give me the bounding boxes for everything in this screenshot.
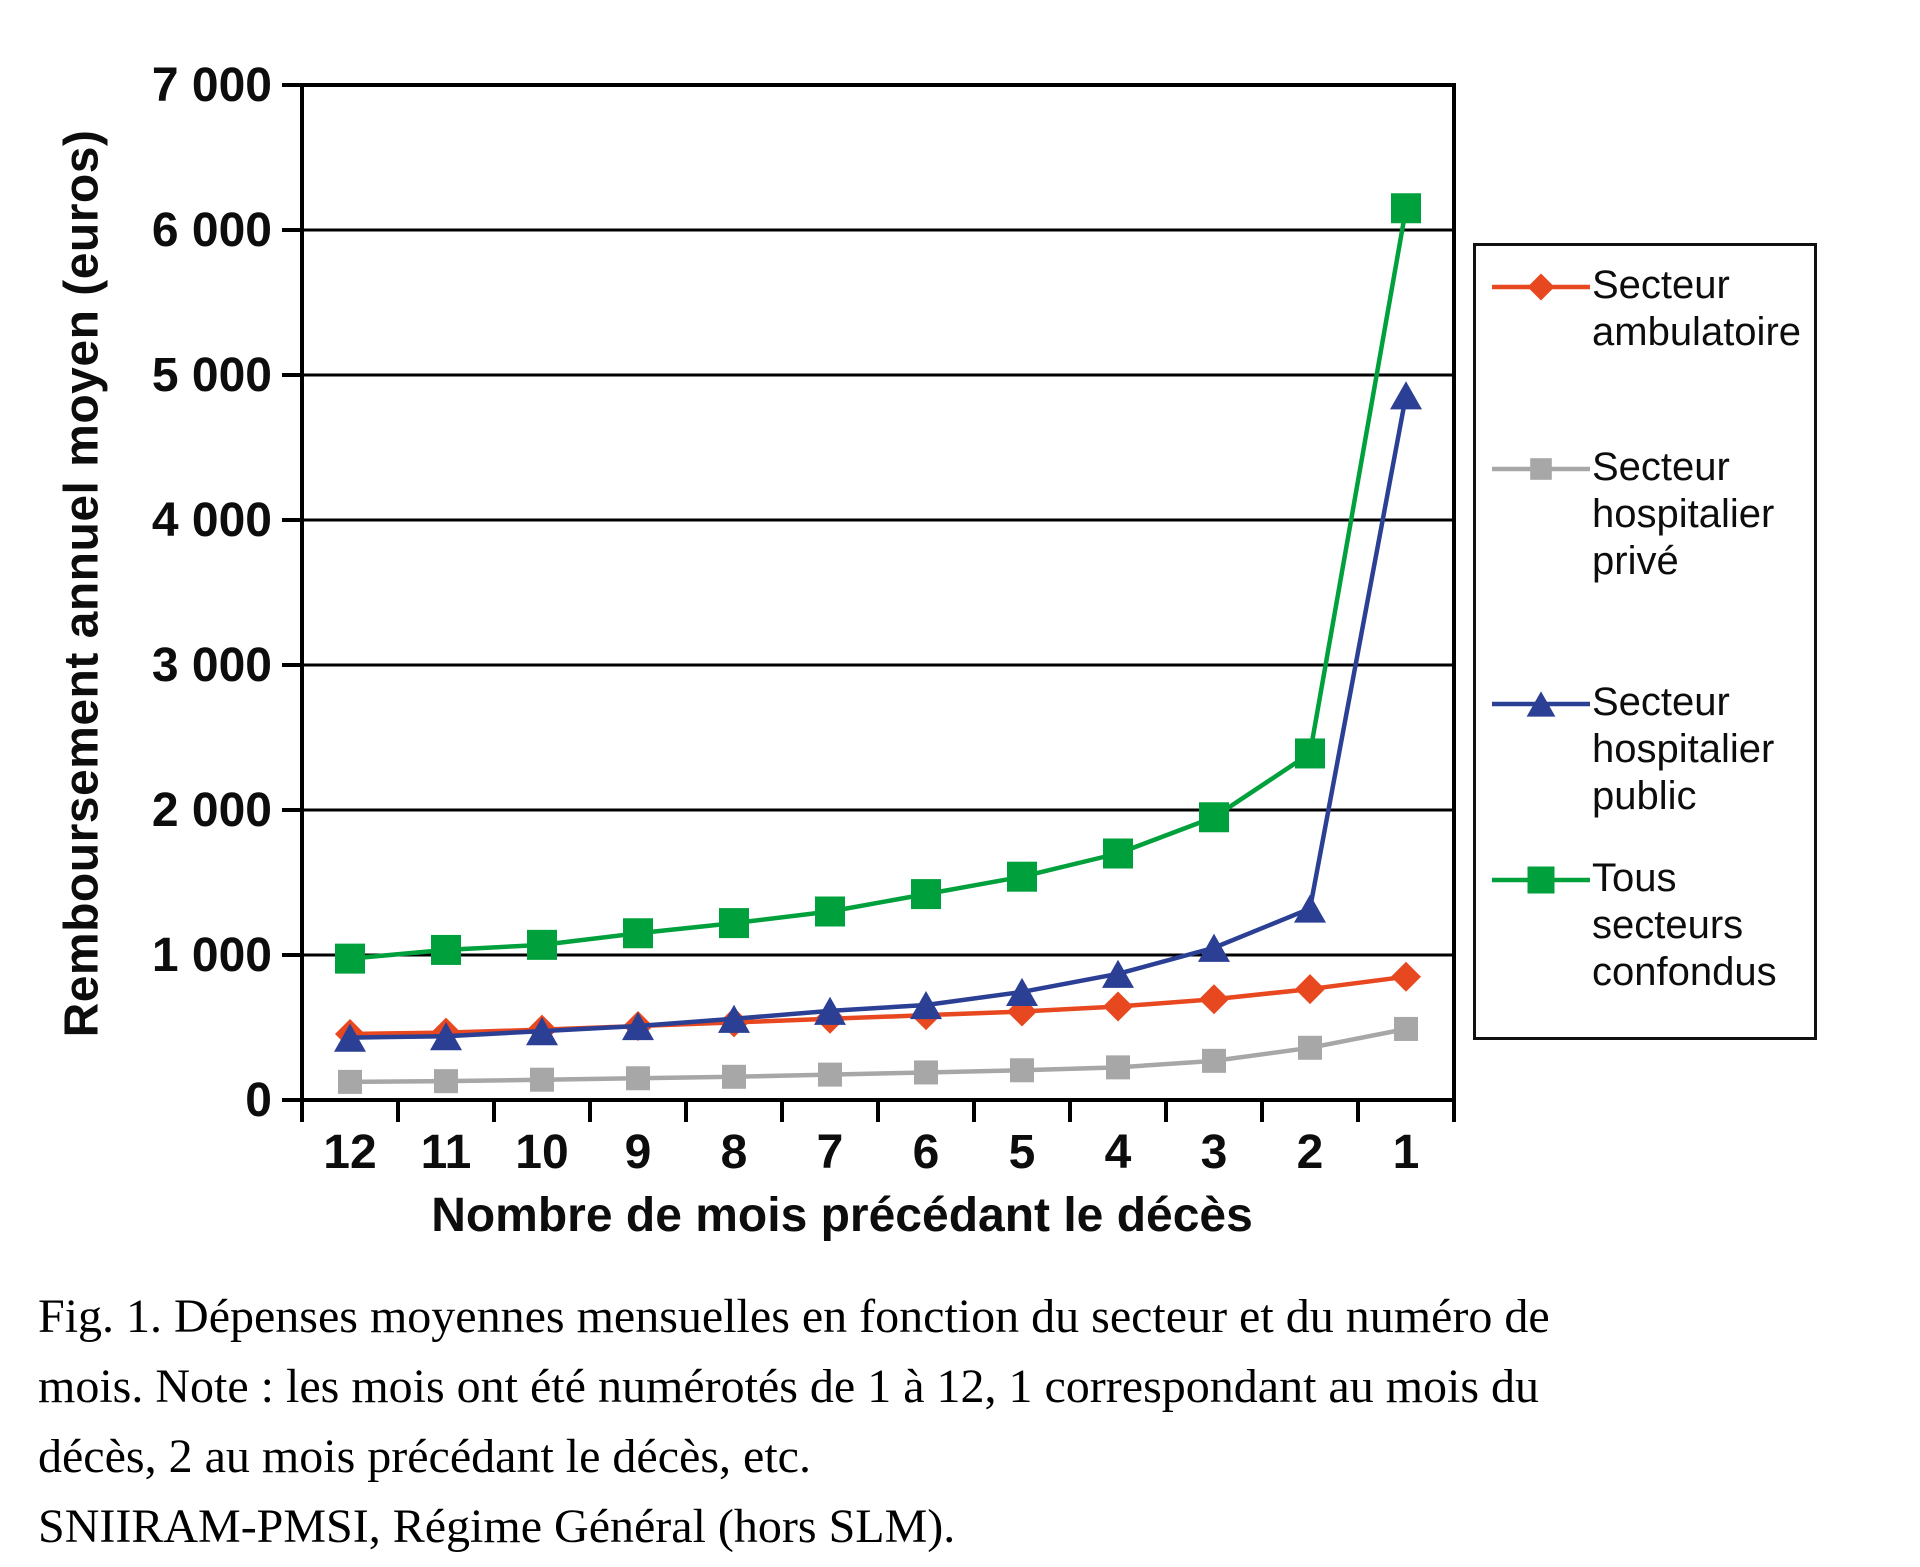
series-marker-tous-secteurs-confondus: [1007, 861, 1037, 892]
caption-line-3: décès, 2 au mois précédant le décès, etc…: [38, 1430, 811, 1483]
x-axis-title: Nombre de mois précédant le décès: [431, 1189, 1253, 1242]
series-line-tous-secteurs-confondus: [349, 207, 1409, 961]
legend-marker-square-icon: [1492, 458, 1590, 480]
series-marker-secteur-hospitalier-public: [1390, 381, 1422, 410]
series-marker-tous-secteurs-confondus: [431, 934, 461, 965]
series-marker-secteur-hospitalier-public: [910, 990, 942, 1020]
series-marker-secteur-hospitalier-public: [1006, 977, 1038, 1007]
legend-item-tous-secteurs-confondus: Tous secteurs confondus: [1490, 855, 1810, 996]
legend-item-secteur-ambulatoire: Secteur ambulatoire: [1490, 262, 1810, 356]
series-marker-tous-secteurs-confondus: [1295, 738, 1325, 769]
series-marker-secteur-hospitalier-priv-: [338, 1069, 362, 1094]
series-marker-tous-secteurs-confondus: [911, 879, 941, 910]
legend-label: Secteur hospitalier privé: [1592, 445, 1775, 583]
legend-marker-triangle-icon: [1492, 691, 1590, 717]
x-tick-label: 8: [721, 1126, 748, 1179]
series-marker-tous-secteurs-confondus: [335, 943, 365, 974]
series-marker-secteur-hospitalier-public: [334, 1023, 366, 1052]
series-marker-secteur-hospitalier-priv-: [434, 1069, 458, 1094]
caption-line-4: SNIIRAM-PMSI, Régime Général (hors SLM).: [38, 1500, 956, 1553]
series-marker-secteur-hospitalier-public: [622, 1011, 654, 1041]
series-line-secteur-hospitalier-priv-: [349, 1026, 1407, 1085]
y-tick-label: 5 000: [152, 349, 272, 402]
caption-line-2: mois. Note : les mois ont été numérotés …: [38, 1360, 1540, 1413]
series-marker-secteur-hospitalier-priv-: [914, 1060, 938, 1085]
chart-legend: Secteur ambulatoire Secteur hospitalier p…: [1473, 243, 1817, 1040]
legend-marker-square-icon: [1492, 866, 1590, 894]
series-marker-secteur-hospitalier-public: [718, 1004, 750, 1033]
series-marker-secteur-ambulatoire: [1391, 961, 1421, 992]
x-tick-label: 11: [421, 1126, 472, 1179]
legend-label: Secteur ambulatoire: [1592, 263, 1802, 354]
y-tick-label: 1 000: [152, 929, 272, 982]
series-marker-secteur-hospitalier-priv-: [1010, 1058, 1034, 1083]
y-tick-label: 3 000: [152, 639, 272, 692]
series-marker-secteur-hospitalier-priv-: [530, 1067, 554, 1092]
x-tick-label: 6: [913, 1126, 940, 1179]
y-axis-title: Remboursement annuel moyen (euros): [55, 129, 109, 1038]
legend-label: Secteur hospitalier public: [1592, 680, 1775, 818]
legend-label: Tous secteurs confondus: [1592, 856, 1777, 994]
series-marker-secteur-hospitalier-public: [526, 1017, 558, 1046]
series-line-secteur-hospitalier-public: [349, 394, 1409, 1040]
series-marker-secteur-hospitalier-priv-: [1202, 1048, 1226, 1073]
series-marker-secteur-ambulatoire: [1103, 991, 1133, 1022]
series-marker-secteur-ambulatoire: [1199, 984, 1229, 1015]
series-marker-secteur-hospitalier-public: [814, 996, 846, 1025]
y-tick-label: 2 000: [152, 784, 272, 837]
x-tick-label: 3: [1201, 1126, 1228, 1179]
y-tick-label: 0: [245, 1074, 272, 1127]
x-tick-label: 9: [625, 1126, 652, 1179]
figure-caption: Fig. 1. Dépenses moyennes mensuelles en …: [38, 1282, 1908, 1562]
series-marker-secteur-hospitalier-priv-: [626, 1066, 650, 1091]
series-marker-secteur-hospitalier-public: [1294, 894, 1326, 923]
series-marker-secteur-ambulatoire: [1295, 974, 1325, 1005]
x-tick-label: 4: [1105, 1126, 1132, 1179]
legend-marker-diamond-icon: [1492, 273, 1590, 301]
x-tick-label: 2: [1297, 1126, 1324, 1179]
series-marker-secteur-hospitalier-priv-: [722, 1064, 746, 1089]
legend-item-secteur-hospitalier-priv-: Secteur hospitalier privé: [1490, 444, 1810, 585]
series-marker-secteur-hospitalier-priv-: [818, 1062, 842, 1087]
series-marker-tous-secteurs-confondus: [1103, 838, 1133, 869]
series-line-secteur-ambulatoire: [349, 974, 1407, 1037]
y-tick-label: 4 000: [152, 494, 272, 547]
legend-marker-glyph: [1526, 691, 1556, 717]
x-tick-label: 12: [323, 1126, 376, 1179]
x-tick-label: 1: [1393, 1126, 1420, 1179]
series-marker-tous-secteurs-confondus: [1391, 193, 1421, 224]
series-marker-tous-secteurs-confondus: [623, 918, 653, 949]
legend-marker-glyph: [1530, 458, 1552, 480]
caption-line-1: Fig. 1. Dépenses moyennes mensuelles en …: [38, 1290, 1550, 1343]
series-marker-tous-secteurs-confondus: [719, 908, 749, 939]
legend-item-secteur-hospitalier-public: Secteur hospitalier public: [1490, 679, 1810, 820]
y-tick-label: 7 000: [152, 59, 272, 112]
legend-marker-glyph: [1527, 866, 1555, 894]
series-marker-secteur-hospitalier-public: [1102, 959, 1134, 988]
series-marker-secteur-hospitalier-priv-: [1394, 1016, 1418, 1041]
x-tick-label: 7: [817, 1126, 844, 1179]
legend-marker-glyph: [1527, 273, 1555, 301]
series-marker-secteur-hospitalier-public: [430, 1022, 462, 1051]
x-tick-label: 10: [515, 1126, 568, 1179]
y-tick-label: 6 000: [152, 204, 272, 257]
plot-border: [300, 83, 1456, 1102]
series-marker-tous-secteurs-confondus: [815, 896, 845, 927]
series-marker-tous-secteurs-confondus: [527, 929, 557, 960]
series-marker-secteur-hospitalier-public: [1198, 933, 1230, 962]
series-marker-secteur-hospitalier-priv-: [1106, 1055, 1130, 1080]
x-tick-label: 5: [1009, 1126, 1036, 1179]
series-marker-secteur-hospitalier-priv-: [1298, 1035, 1322, 1060]
series-marker-tous-secteurs-confondus: [1199, 802, 1229, 833]
